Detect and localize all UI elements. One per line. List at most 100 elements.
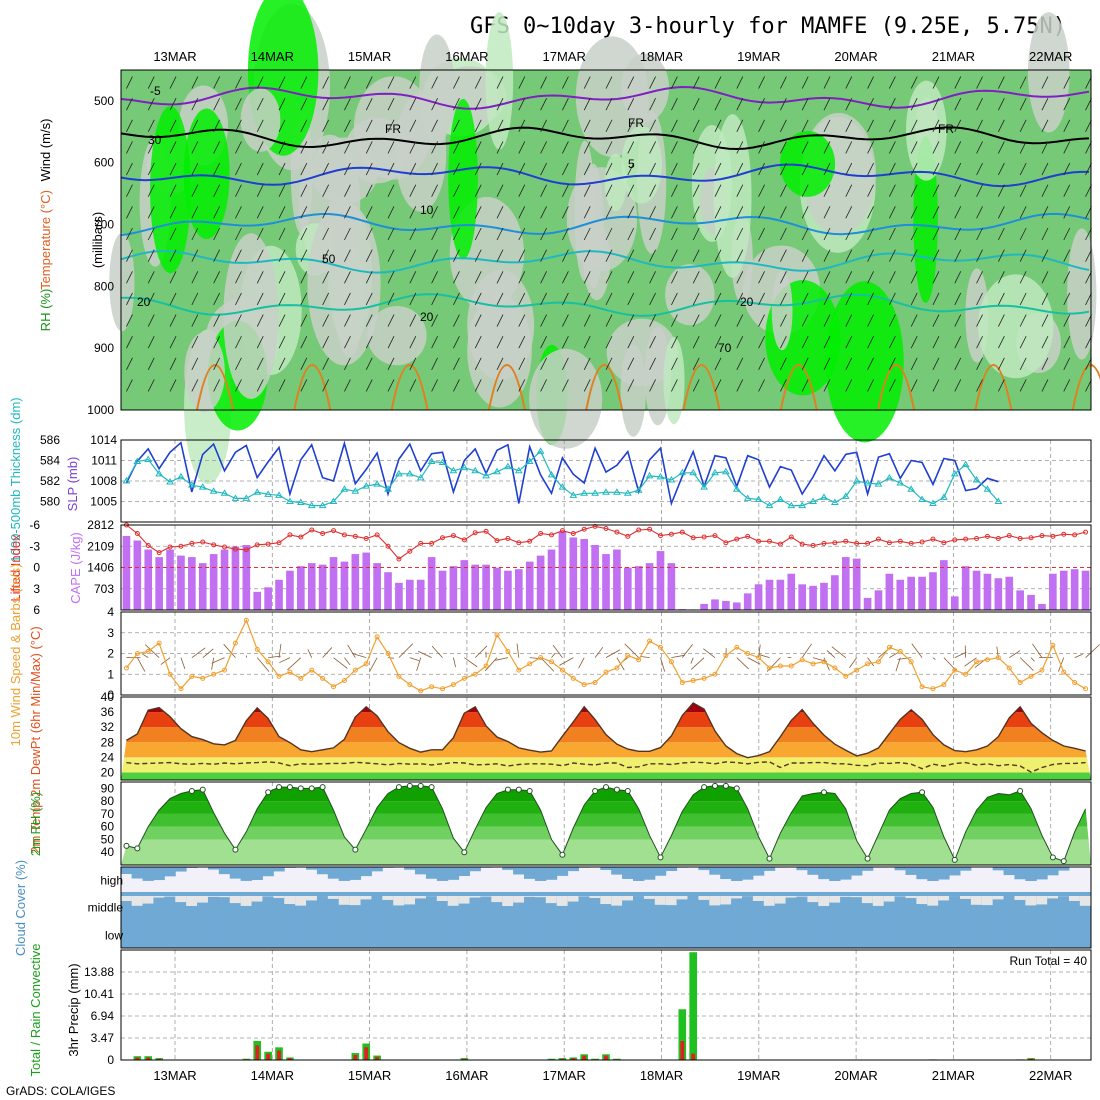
wind-speed-point: [843, 673, 849, 679]
wind-barb-10m: [1009, 650, 1021, 658]
wind-barb: [1041, 357, 1049, 370]
thickness-point: [307, 501, 316, 509]
wind-barb: [322, 227, 329, 241]
rh-point: [624, 787, 631, 794]
wind-barb: [322, 357, 329, 370]
wind-barb: [780, 292, 787, 306]
cloud-low-bar: [698, 921, 710, 948]
wind-barb: [671, 119, 678, 132]
wind-barb: [671, 206, 678, 219]
precip-conv-bar: [571, 1058, 576, 1060]
wind-barb: [365, 292, 373, 306]
cloud-gap: [1068, 896, 1081, 902]
cloud-low-bar: [415, 921, 427, 948]
temp-frame: [120, 696, 1092, 781]
wind-speed-point: [875, 659, 881, 665]
cloud-high-bar: [829, 867, 841, 881]
wind-barb: [562, 141, 569, 154]
wind-barb: [954, 249, 962, 262]
wind-barb: [671, 292, 678, 306]
wind-barb-10m: [484, 657, 498, 672]
temp-tick: 32: [101, 720, 115, 734]
cloud-mid-bar: [883, 892, 896, 921]
wind-barb-10m: [453, 657, 456, 668]
wind-barb: [409, 271, 417, 284]
cloud-gap: [938, 896, 950, 901]
wind-barb: [1019, 162, 1027, 176]
wind-barb: [1063, 76, 1071, 89]
wind-barb: [256, 98, 264, 111]
wind-barb-10m: [416, 657, 422, 671]
wind-barb: [932, 249, 940, 262]
cloud-low-bar: [949, 921, 961, 948]
wind-barb-10m: [307, 649, 313, 658]
cloud-high-bar: [240, 867, 253, 881]
wind-barb: [409, 184, 417, 197]
wind-barb: [453, 271, 460, 284]
cape-bar: [427, 557, 436, 610]
thickness-point: [591, 489, 599, 496]
rh-patch: [529, 348, 603, 449]
wind-barb: [605, 357, 613, 370]
cloud-low-bar: [643, 921, 656, 948]
cape-bar: [406, 579, 414, 610]
wind-barb: [169, 76, 177, 89]
cloud-high-bar: [415, 867, 427, 875]
thickness-point: [874, 480, 883, 487]
wind-barb: [474, 314, 482, 327]
cape-bar: [340, 561, 349, 610]
wind-barb: [758, 357, 765, 370]
wind-barb: [235, 379, 242, 392]
wind-barb: [627, 162, 635, 176]
cloud-mid-bar: [491, 892, 503, 921]
cloud-high-bar: [534, 867, 547, 881]
cloud-row-label: low: [105, 929, 123, 943]
rh-point: [559, 851, 566, 858]
wind-barb: [1019, 357, 1027, 370]
wind-barb: [409, 357, 417, 370]
lifted-index-point: [276, 540, 282, 546]
wind-barb: [976, 379, 983, 392]
cloud-gap: [1014, 896, 1026, 900]
lifted-index-point: [341, 532, 347, 538]
wind-barb: [692, 162, 700, 176]
wind-barb-10m: [826, 650, 836, 658]
lifted-index-point: [331, 528, 337, 534]
wind-barb: [583, 292, 591, 306]
cloud-gap: [611, 896, 623, 906]
wind-barb: [300, 76, 308, 89]
wind-barb: [823, 379, 831, 392]
cloud-mid-bar: [153, 892, 165, 921]
thickness-point: [253, 488, 262, 495]
cloud-high-bar: [404, 867, 416, 870]
wind-barb: [692, 227, 700, 241]
lifted-index-point: [723, 540, 729, 546]
cloud-low-bar: [632, 921, 645, 948]
wind-barb: [496, 76, 504, 89]
wind-barb: [714, 314, 722, 327]
wind-barb: [409, 336, 417, 349]
wind-barb: [910, 206, 918, 219]
wind-tick: 3: [107, 626, 114, 640]
wind-barb: [169, 227, 177, 241]
cloud-low-bar: [327, 921, 340, 948]
cloud-gap: [175, 896, 187, 903]
cape-bar: [732, 602, 741, 610]
cape-bar: [220, 549, 229, 610]
wind-barb-10m: [681, 644, 693, 658]
wind-barb: [583, 162, 591, 176]
wind-barb: [409, 206, 417, 219]
thickness-point: [177, 472, 185, 480]
wind-speed-point: [527, 661, 533, 667]
wind-barb: [213, 184, 220, 197]
wind-barb: [191, 141, 199, 154]
wind-barb: [605, 76, 613, 89]
lifted-index-point: [374, 532, 380, 538]
lifted-index-point: [559, 528, 565, 534]
cloud-low-bar: [534, 921, 547, 948]
thickness-point: [918, 495, 926, 502]
wind-barb: [278, 336, 286, 349]
wind-barb: [126, 141, 133, 154]
cloud-mid-bar: [807, 892, 819, 921]
wind-barb: [278, 249, 286, 262]
